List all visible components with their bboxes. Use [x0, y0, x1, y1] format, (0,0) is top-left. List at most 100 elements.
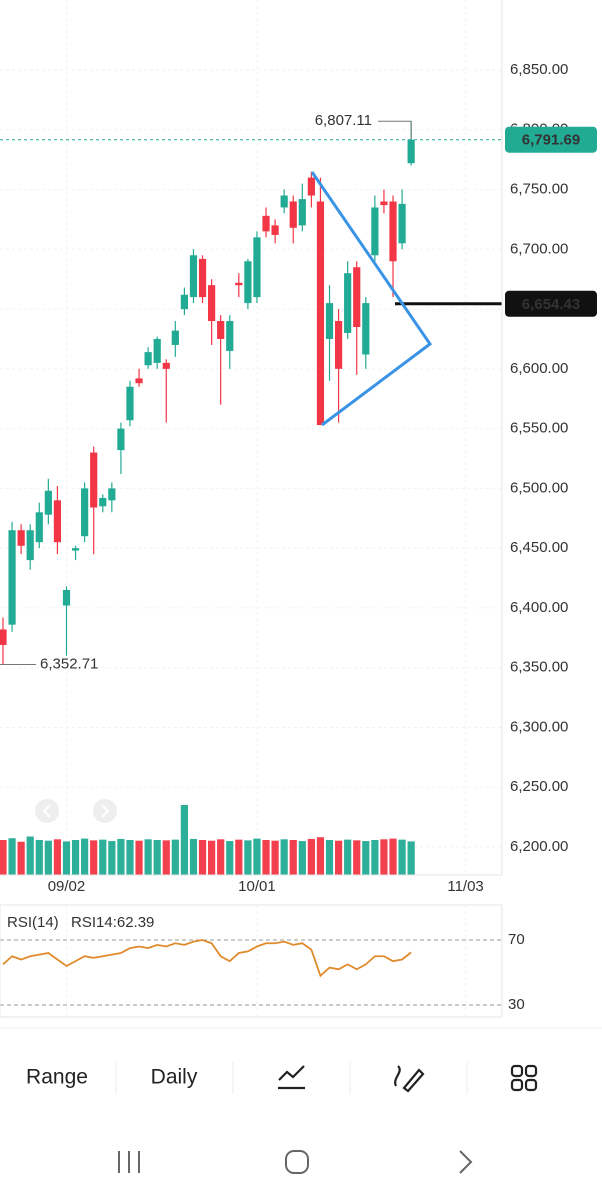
candle-body: [244, 261, 252, 304]
volume-bar: [198, 840, 207, 875]
candle-body: [71, 548, 80, 551]
candle-body: [344, 273, 352, 333]
price-tag: [505, 290, 597, 317]
candle-body: [289, 201, 297, 228]
candle-body: [271, 225, 279, 235]
range-button[interactable]: Range: [26, 1066, 88, 1089]
price-tag-label: 6,791.69: [522, 132, 580, 149]
candle-body: [389, 201, 397, 262]
nav-home[interactable]: [285, 1150, 309, 1174]
volume-bar: [180, 805, 188, 875]
candle-body: [144, 352, 152, 366]
volume-bar: [271, 840, 279, 875]
high-label: 6,807.11: [315, 112, 372, 129]
triangle-drawing: [310, 171, 433, 427]
volume-bar: [371, 840, 379, 875]
volume-bar: [380, 839, 388, 875]
candle-body: [371, 207, 379, 256]
volume-bar: [244, 840, 252, 875]
layout-button[interactable]: [510, 1064, 538, 1092]
y-tick-label: 6,700.00: [510, 240, 568, 257]
volume-bar: [398, 839, 406, 875]
volume-bar: [171, 839, 179, 875]
rsi-name: RSI(14): [7, 914, 59, 931]
candle-body: [162, 362, 170, 369]
volume-bar: [217, 839, 225, 875]
scroll-left[interactable]: [35, 799, 59, 823]
candle-body: [407, 139, 415, 164]
x-tick-label: 11/03: [447, 878, 483, 895]
y-tick-label: 6,250.00: [510, 778, 568, 795]
volume-bar: [108, 841, 116, 875]
candle-body: [153, 338, 161, 363]
candle-body: [90, 452, 98, 508]
candle-body: [26, 530, 34, 561]
volume-bar: [144, 839, 152, 875]
candle-body: [180, 294, 188, 310]
candle-body: [189, 255, 198, 298]
nav-recent[interactable]: [118, 1151, 140, 1173]
y-tick-label: 6,550.00: [510, 420, 568, 437]
rsi-tick-label: 70: [508, 931, 525, 948]
y-tick-label: 6,350.00: [510, 659, 568, 676]
volume-bar: [208, 840, 216, 875]
chart: 6,200.00 6,250.00 6,300.00 6,350.00 6,400.00…: [0, 0, 597, 1017]
volume-bar: [325, 840, 334, 875]
candle-body: [198, 258, 207, 298]
x-tick-label: 10/01: [238, 878, 276, 895]
scroll-right[interactable]: [93, 799, 117, 823]
volume-bar: [44, 840, 52, 875]
volume-bar: [35, 840, 43, 875]
interval-button[interactable]: Daily: [151, 1066, 198, 1089]
candle-body: [8, 530, 16, 625]
volume-bar: [298, 841, 306, 875]
candle-body: [316, 201, 325, 426]
volume-bar: [389, 838, 397, 875]
volume-bar: [353, 840, 361, 875]
price-tag: [505, 126, 597, 153]
volume-bar: [407, 841, 415, 875]
volume-bar: [280, 839, 288, 875]
candle-body: [44, 490, 52, 515]
candle-body: [62, 589, 71, 606]
volume-bar: [17, 841, 25, 875]
volume-bar: [289, 840, 297, 875]
volume-bar: [226, 841, 234, 875]
volume-bar: [117, 838, 125, 875]
candle-body: [81, 488, 89, 537]
candle-body: [108, 488, 116, 501]
candle-body: [262, 215, 270, 232]
candle-body: [126, 386, 134, 421]
candle-body: [280, 195, 288, 208]
y-tick-label: 6,600.00: [510, 360, 568, 377]
volume-bar: [0, 840, 7, 875]
nav-back[interactable]: [459, 1150, 473, 1174]
icon: [101, 804, 110, 818]
draw-button[interactable]: [394, 1065, 425, 1093]
candle-body: [298, 199, 306, 226]
volume-bar: [53, 839, 62, 875]
candle-body: [362, 303, 370, 355]
volume-bar: [26, 836, 34, 875]
candle-body: [253, 237, 261, 298]
rsi-panel: [0, 904, 503, 1018]
candle-body: [235, 282, 243, 286]
price-tag-label: 6,654.43: [522, 296, 580, 313]
candle-body: [226, 321, 234, 351]
candle-body: [17, 530, 25, 546]
y-tick-label: 6,450.00: [510, 539, 568, 556]
volume-bar: [153, 840, 161, 875]
volume-bar: [316, 837, 325, 875]
candle-body: [325, 303, 334, 339]
volume-bar: [189, 838, 198, 875]
indicators-button[interactable]: [278, 1065, 305, 1090]
candle-body: [334, 321, 343, 369]
candle-body: [0, 629, 7, 645]
volume-bar: [126, 840, 134, 875]
volume-bar: [235, 839, 243, 875]
candle-body: [35, 512, 43, 543]
volume-bar: [307, 838, 315, 875]
volume-bar: [99, 839, 107, 875]
candle-body: [380, 201, 388, 206]
